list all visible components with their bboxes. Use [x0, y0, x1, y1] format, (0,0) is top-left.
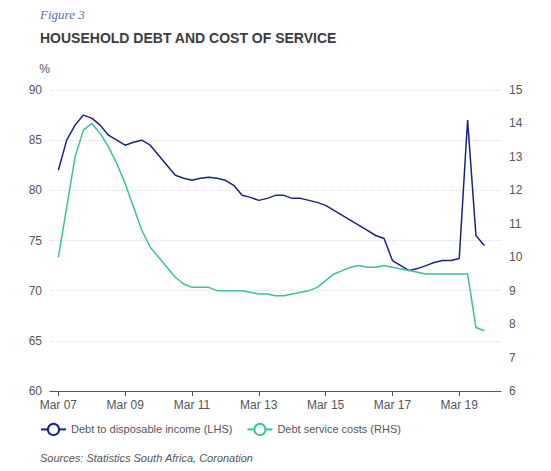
svg-text:80: 80	[29, 183, 43, 197]
svg-text:Mar 13: Mar 13	[240, 398, 278, 412]
svg-text:7: 7	[509, 351, 516, 365]
svg-text:9: 9	[509, 284, 516, 298]
svg-text:HOUSEHOLD DEBT AND COST OF SER: HOUSEHOLD DEBT AND COST OF SERVICE	[40, 30, 336, 46]
svg-text:65: 65	[29, 334, 43, 348]
svg-text:13: 13	[509, 150, 523, 164]
svg-text:Debt to disposable income (LHS: Debt to disposable income (LHS)	[71, 423, 232, 435]
svg-text:Mar 19: Mar 19	[441, 398, 479, 412]
svg-text:60: 60	[29, 384, 43, 398]
svg-text:75: 75	[29, 234, 43, 248]
svg-text:Debt service costs (RHS): Debt service costs (RHS)	[277, 423, 400, 435]
svg-text:6: 6	[509, 384, 516, 398]
svg-text:12: 12	[509, 183, 523, 197]
svg-text:8: 8	[509, 317, 516, 331]
svg-text:Mar 11: Mar 11	[174, 398, 211, 412]
svg-text:85: 85	[29, 133, 43, 147]
svg-text:90: 90	[29, 83, 43, 97]
svg-text:Sources: Statistics South Afri: Sources: Statistics South Africa, Corona…	[40, 452, 253, 464]
svg-text:%: %	[39, 62, 50, 76]
svg-text:Mar 15: Mar 15	[307, 398, 345, 412]
svg-text:Mar 07: Mar 07	[40, 398, 78, 412]
svg-text:Figure 3: Figure 3	[39, 7, 85, 22]
svg-text:70: 70	[29, 284, 43, 298]
svg-text:11: 11	[509, 217, 522, 231]
svg-text:Mar 17: Mar 17	[374, 398, 412, 412]
svg-text:15: 15	[509, 83, 523, 97]
svg-text:10: 10	[509, 250, 523, 264]
svg-text:14: 14	[509, 116, 523, 130]
svg-text:Mar 09: Mar 09	[106, 398, 144, 412]
